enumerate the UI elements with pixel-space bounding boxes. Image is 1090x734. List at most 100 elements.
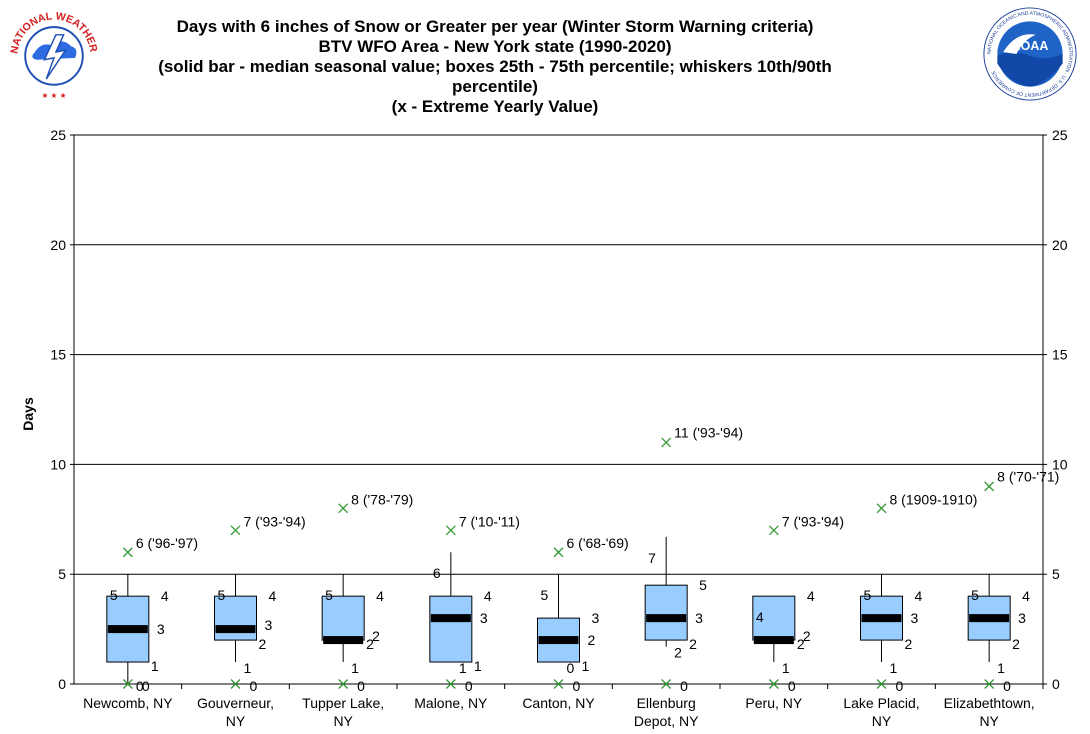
extreme-label: 8 ('70-'71) xyxy=(997,468,1059,484)
y-tick-label-right: 0 xyxy=(1052,676,1060,692)
p25-label: 1 xyxy=(582,658,590,674)
extreme-marker xyxy=(876,503,887,514)
p90-label: 5 xyxy=(971,587,979,603)
median-label: 3 xyxy=(911,610,919,626)
x-category-label-line: Gouverneur, xyxy=(197,695,274,711)
title-line-5: (x - Extreme Yearly Value) xyxy=(391,97,599,116)
extreme-marker xyxy=(768,525,779,536)
min-marker xyxy=(984,679,995,689)
p75-label: 4 xyxy=(807,588,815,604)
svg-text:★ ★ ★: ★ ★ ★ xyxy=(42,91,67,100)
median-label: 2 xyxy=(803,628,811,644)
p90-label: 4 xyxy=(756,609,764,625)
y-axis-label: Days xyxy=(20,397,36,431)
median-bar xyxy=(646,614,687,623)
title-line-4: percentile) xyxy=(452,77,538,96)
p25-label: 1 xyxy=(151,658,159,674)
min-marker xyxy=(876,679,887,689)
p90-label: 5 xyxy=(218,587,226,603)
x-category-label-line: Lake Placid, xyxy=(843,695,919,711)
p10-label: 0 xyxy=(136,678,144,694)
iqr-box xyxy=(752,595,796,641)
x-category-label: Canton, NY xyxy=(522,695,595,711)
extreme-marker xyxy=(445,525,456,536)
y-tick-label-left: 25 xyxy=(50,127,66,143)
y-tick-label-right: 15 xyxy=(1052,347,1068,363)
min-marker xyxy=(338,679,349,689)
p10-label: 1 xyxy=(244,660,252,676)
extreme-label: 7 ('10-'11) xyxy=(459,513,520,529)
median-bar xyxy=(538,636,579,645)
iqr-box xyxy=(321,595,365,641)
p10-label: 1 xyxy=(459,660,467,676)
y-tick-label-left: 0 xyxy=(58,676,66,692)
p75-label: 4 xyxy=(269,588,277,604)
min-label: 0 xyxy=(465,678,473,694)
min-marker xyxy=(230,679,241,689)
iqr-box xyxy=(644,584,688,641)
p90-label: 6 xyxy=(433,565,441,581)
y-tick-label-left: 5 xyxy=(58,566,66,582)
noaa-logo-text: NOAA xyxy=(1012,39,1049,53)
x-category-label-line: Ellenburg xyxy=(637,695,696,711)
median-label: 3 xyxy=(265,617,273,633)
min-marker xyxy=(768,679,779,689)
p75-label: 5 xyxy=(699,577,707,593)
extreme-marker xyxy=(553,547,564,558)
x-category-label: Peru, NY xyxy=(745,695,802,711)
median-bar xyxy=(323,636,364,645)
extreme-marker xyxy=(122,547,133,558)
title-line-2: BTV WFO Area - New York state (1990-2020… xyxy=(318,37,672,56)
extreme-label: 8 (1909-1910) xyxy=(890,491,978,507)
x-category-label-line: Depot, NY xyxy=(634,713,699,729)
median-bar xyxy=(215,625,256,634)
x-category-label: Lake Placid, NY xyxy=(843,695,919,729)
min-label: 0 xyxy=(573,678,581,694)
extreme-marker xyxy=(661,437,672,448)
x-category-label-line: Peru, NY xyxy=(745,695,802,711)
p75-label: 4 xyxy=(915,588,923,604)
p25-label: 2 xyxy=(797,636,805,652)
gridlines xyxy=(74,134,1043,575)
p25-label: 1 xyxy=(474,658,482,674)
x-category-label-line: Tupper Lake, xyxy=(302,695,384,711)
extreme-label: 7 ('93-'94) xyxy=(782,513,844,529)
x-category-label-line: Malone, NY xyxy=(414,695,488,711)
chart-title: Days with 6 inches of Snow or Greater pe… xyxy=(95,17,895,117)
y-tick-label-right: 25 xyxy=(1052,127,1068,143)
median-label: 3 xyxy=(1018,610,1026,626)
p10-label: 1 xyxy=(997,660,1005,676)
p25-label: 2 xyxy=(905,636,913,652)
title-line-1: Days with 6 inches of Snow or Greater pe… xyxy=(176,17,814,36)
median-bar xyxy=(753,636,794,645)
median-bar xyxy=(969,614,1010,623)
p75-label: 4 xyxy=(484,588,492,604)
extreme-label: 6 ('68-'69) xyxy=(567,535,629,551)
median-bar xyxy=(861,614,902,623)
x-category-label-line: Newcomb, NY xyxy=(83,695,173,711)
x-category-label: Malone, NY xyxy=(414,695,488,711)
p90-label: 5 xyxy=(325,587,333,603)
min-marker xyxy=(661,679,672,689)
min-label: 0 xyxy=(357,678,365,694)
x-category-label-line: Elizabethtown, xyxy=(944,695,1035,711)
p25-label: 2 xyxy=(259,636,267,652)
median-label: 2 xyxy=(372,628,380,644)
extreme-marker xyxy=(338,503,349,514)
p10-label: 1 xyxy=(351,660,359,676)
median-label: 3 xyxy=(157,621,165,637)
y-tick-label-left: 20 xyxy=(50,237,66,253)
extreme-marker xyxy=(230,525,241,536)
p75-label: 4 xyxy=(1022,588,1030,604)
x-category-label-line: Canton, NY xyxy=(522,695,595,711)
x-category-label: Newcomb, NY xyxy=(83,695,173,711)
boxes xyxy=(106,437,1011,689)
min-label: 0 xyxy=(680,678,688,694)
x-category-label-line: NY xyxy=(333,713,353,729)
median-label: 3 xyxy=(480,610,488,626)
p75-label: 4 xyxy=(161,588,169,604)
x-category-label: Gouverneur, NY xyxy=(197,695,274,729)
min-label: 0 xyxy=(788,678,796,694)
